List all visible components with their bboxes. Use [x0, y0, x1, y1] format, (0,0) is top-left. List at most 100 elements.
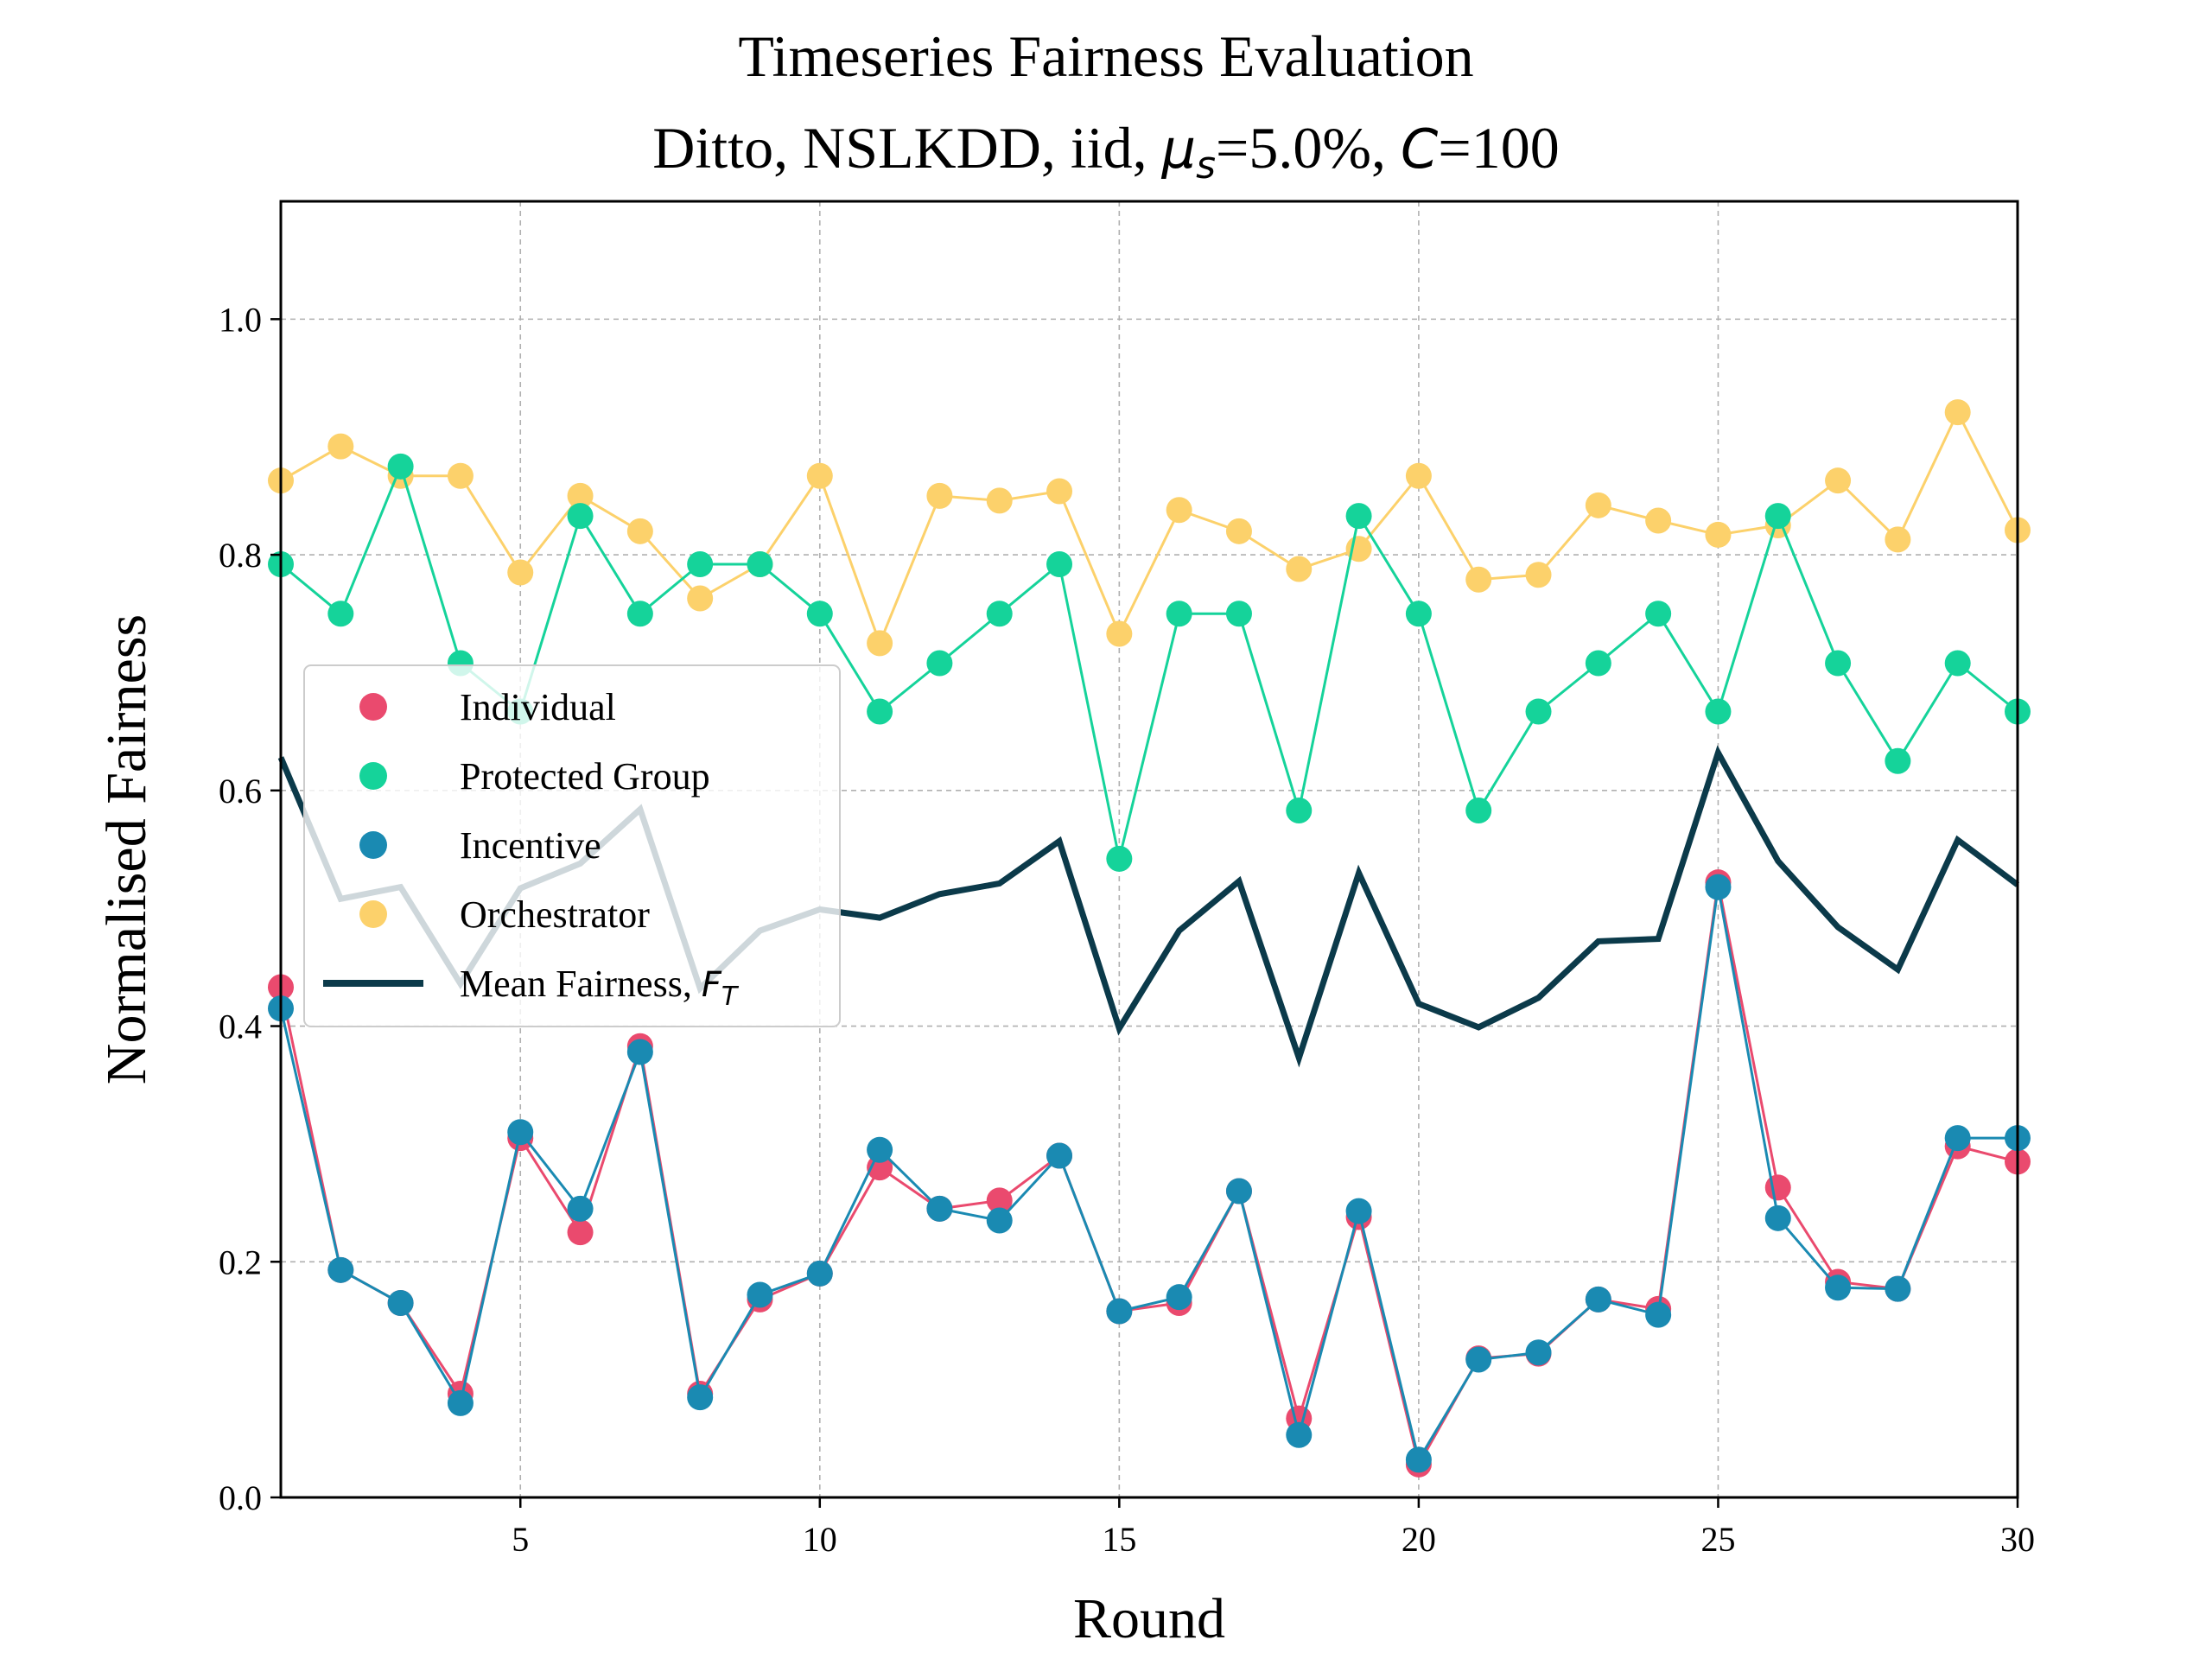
data-point	[1944, 399, 1971, 426]
legend-marker	[359, 762, 387, 790]
data-point	[1705, 698, 1732, 725]
data-point	[1345, 1198, 1372, 1224]
data-point	[687, 551, 714, 577]
data-point	[1764, 503, 1791, 530]
data-point	[1885, 526, 1911, 553]
data-point	[1525, 1339, 1552, 1366]
data-point	[1345, 503, 1372, 530]
x-tick-label: 10	[803, 1520, 837, 1559]
chart-title: Timeseries Fairness Evaluation	[738, 23, 1473, 89]
x-tick-label: 25	[1700, 1520, 1735, 1559]
y-tick-label: 0.2	[219, 1243, 262, 1281]
data-point	[1405, 462, 1432, 489]
data-point	[1046, 1142, 1073, 1169]
data-point	[567, 1219, 594, 1246]
data-point	[447, 1389, 474, 1416]
data-point	[867, 1136, 893, 1163]
data-point	[1286, 798, 1313, 823]
data-point	[507, 1119, 534, 1146]
data-point	[1046, 478, 1073, 505]
legend-label: Protected Group	[460, 755, 710, 798]
data-point	[1046, 551, 1073, 577]
series-layer	[268, 399, 2031, 1478]
subtitle-prefix: Ditto, NSLKDD, iid,	[652, 115, 1161, 181]
data-point	[1764, 1205, 1791, 1231]
data-point	[867, 698, 893, 725]
x-tick-label: 5	[512, 1520, 529, 1559]
data-point	[1525, 562, 1552, 588]
data-point	[387, 453, 414, 480]
chart-subtitle: Ditto, NSLKDD, iid, μs=5.0%, C=100	[652, 115, 1559, 188]
data-point	[1645, 507, 1672, 534]
data-point	[1825, 1274, 1852, 1301]
legend-label: Incentive	[460, 824, 601, 867]
data-point	[986, 1187, 1013, 1214]
data-point	[687, 1384, 714, 1411]
series-incentive	[268, 874, 2031, 1473]
data-point	[926, 650, 953, 677]
data-point	[806, 462, 833, 489]
data-point	[327, 433, 354, 460]
y-tick-label: 0.0	[219, 1478, 262, 1517]
subtitle-c-symbol: C	[1401, 118, 1439, 181]
x-tick-label: 30	[2000, 1520, 2035, 1559]
data-point	[1106, 845, 1133, 872]
subtitle-c-value: =100	[1438, 115, 1559, 181]
data-point	[1465, 566, 1492, 593]
data-point	[1944, 1125, 1971, 1152]
subtitle-mu-sub: s	[1196, 143, 1216, 188]
data-point	[1286, 1421, 1313, 1448]
data-point	[1166, 1284, 1192, 1311]
data-point	[986, 487, 1013, 514]
legend-marker	[359, 831, 387, 859]
data-point	[1885, 1275, 1911, 1302]
series-connector-line	[280, 462, 2018, 860]
data-point	[1585, 1286, 1611, 1313]
data-point	[567, 503, 594, 530]
legend-marker	[359, 900, 387, 928]
data-point	[567, 482, 594, 509]
data-point	[1225, 518, 1252, 544]
x-tick-label: 15	[1102, 1520, 1136, 1559]
data-point	[747, 1281, 773, 1308]
data-point	[1525, 698, 1552, 725]
x-axis-label: Round	[1073, 1587, 1225, 1650]
data-point	[1585, 492, 1611, 518]
data-point	[926, 482, 953, 509]
data-point	[1286, 556, 1313, 582]
data-point	[567, 1195, 594, 1222]
series-protected-group	[268, 453, 2031, 872]
subtitle-mu-symbol: μ	[1161, 118, 1196, 181]
data-point	[986, 1207, 1013, 1234]
subtitle-mu-value: =5.0%,	[1216, 115, 1401, 181]
data-point	[806, 601, 833, 627]
y-tick-label: 1.0	[219, 300, 262, 339]
legend-box	[303, 664, 841, 1027]
legend-label: Mean Fairness, FT	[460, 963, 740, 1012]
data-point	[447, 462, 474, 489]
data-point	[747, 551, 773, 577]
data-point	[926, 1195, 953, 1222]
data-point	[387, 1290, 414, 1316]
plot-frame	[279, 200, 2019, 1499]
axis-ticks: 5 10 15 20 25 30 0.0 0.2 0.4 0.6 0.8 1.0	[219, 300, 2035, 1559]
data-point	[1465, 798, 1492, 823]
data-point	[626, 601, 653, 627]
data-point	[986, 601, 1013, 627]
data-point	[626, 518, 653, 544]
data-point	[1106, 1298, 1133, 1325]
data-point	[1405, 1446, 1432, 1473]
data-point	[806, 1260, 833, 1287]
series-orchestrator	[268, 399, 2031, 657]
data-point	[626, 1039, 653, 1065]
legend-label: Orchestrator	[460, 893, 650, 936]
data-point	[867, 630, 893, 657]
data-point	[1106, 620, 1133, 647]
legend-label: Individual	[460, 686, 616, 728]
y-tick-label: 0.8	[219, 536, 262, 575]
data-point	[1944, 650, 1971, 677]
data-point	[1825, 650, 1852, 677]
data-point	[1166, 497, 1192, 524]
